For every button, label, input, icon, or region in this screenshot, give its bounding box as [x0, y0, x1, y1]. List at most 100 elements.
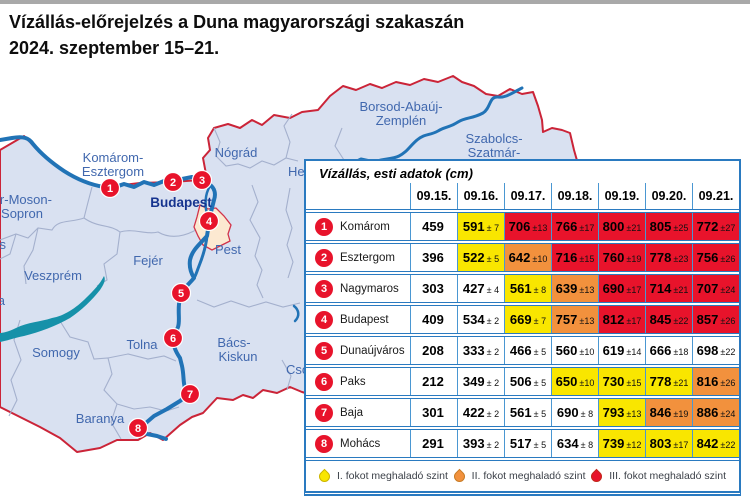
- date-header: 09.21.: [692, 183, 739, 209]
- water-level-value: 534: [462, 312, 485, 327]
- value-wrap: 816 ±26: [697, 374, 736, 389]
- water-level-value: 301: [422, 405, 444, 420]
- value-wrap: 886 ±24: [697, 405, 736, 420]
- water-level-value: 639: [555, 281, 578, 296]
- map-label: Zala: [0, 293, 6, 308]
- water-level-value: 409: [422, 312, 444, 327]
- table-row: 1 Komárom 459 591 ± 7 706 ±13 766 ±17 800 ±21 805 ±2…: [306, 209, 739, 240]
- uncertainty-value: ±21: [626, 223, 642, 233]
- value-wrap: 846 ±19: [650, 405, 689, 420]
- marker-circle: [179, 383, 201, 405]
- value-cell: 857 ±26: [692, 306, 739, 333]
- river-marker-3: 3: [191, 169, 213, 191]
- station-cell: 8 Mohács: [306, 430, 410, 457]
- value-wrap: 716 ±15: [556, 250, 595, 265]
- value-wrap: 778 ±21: [650, 374, 689, 389]
- water-level-value: 517: [509, 436, 532, 451]
- water-level-value: 772: [696, 219, 719, 234]
- table-row: 6 Paks 212 349 ± 2 506 ± 5 650 ±10 730 ±15 778 ±21 81…: [306, 364, 739, 395]
- water-level-value: 427: [462, 281, 485, 296]
- water-level-value: 642: [508, 250, 531, 265]
- value-wrap: 690 ± 8: [557, 405, 593, 420]
- droplet-icon: [316, 468, 333, 484]
- water-level-value: 706: [508, 219, 531, 234]
- legend-label: II. fokot meghaladó szint: [471, 470, 586, 482]
- water-level-value: 303: [422, 281, 444, 296]
- value-cell: 812 ±17: [598, 306, 645, 333]
- value-wrap: 845 ±22: [650, 312, 689, 327]
- marker-circle: [191, 169, 213, 191]
- value-wrap: 666 ±18: [650, 343, 689, 358]
- table-row: 4 Budapest 409 534 ± 2 669 ± 7 757 ±13 812 ±17 845 ±…: [306, 302, 739, 333]
- river-markers: 1 2 3 4 5 6 7 8: [99, 169, 220, 439]
- value-cell: 886 ±24: [692, 399, 739, 426]
- water-level-value: 739: [602, 436, 625, 451]
- water-level-value: 698: [696, 343, 719, 358]
- uncertainty-value: ± 2: [486, 409, 500, 419]
- top-strip: [0, 0, 750, 4]
- uncertainty-value: ±14: [626, 347, 642, 357]
- value-cell: 349 ± 2: [457, 368, 504, 395]
- tisza-river: [347, 86, 524, 167]
- station-name: Paks: [340, 375, 366, 388]
- table-header-row: 09.15. 09.16. 09.17. 09.18. 09.19. 09.20. 09.2…: [306, 183, 739, 209]
- value-wrap: 634 ± 8: [557, 436, 593, 451]
- uncertainty-value: ±10: [532, 254, 548, 264]
- danube-river: [0, 135, 217, 441]
- uncertainty-value: ±17: [579, 223, 595, 233]
- danube-island-branch: [192, 234, 209, 280]
- legend: I. fokot meghaladó szint II. fokot meghal…: [306, 457, 739, 491]
- station-name: Dunaújváros: [340, 344, 405, 357]
- station-cell: 4 Budapest: [306, 306, 410, 333]
- value-cell: 301: [410, 399, 457, 426]
- uncertainty-value: ± 5: [533, 409, 547, 419]
- water-level-value: 778: [649, 250, 672, 265]
- map-label: Tolna: [126, 337, 158, 352]
- water-level-value: 291: [422, 436, 444, 451]
- uncertainty-value: ± 2: [486, 378, 500, 388]
- value-cell: 650 ±10: [551, 368, 598, 395]
- value-cell: 517 ± 5: [504, 430, 551, 457]
- value-wrap: 690 ±17: [603, 281, 642, 296]
- value-wrap: 291: [422, 436, 446, 451]
- water-level-value: 816: [696, 374, 719, 389]
- map-label: Pest: [215, 242, 241, 257]
- page-title: Vízállás-előrejelzés a Duna magyarország…: [9, 12, 465, 32]
- uncertainty-value: ±22: [673, 316, 689, 326]
- station-name: Esztergom: [340, 251, 395, 264]
- marker-number: 8: [135, 423, 141, 435]
- value-cell: 333 ± 2: [457, 337, 504, 364]
- legend-label: I. fokot meghaladó szint: [337, 470, 448, 482]
- value-wrap: 560 ±10: [556, 343, 595, 358]
- value-wrap: 517 ± 5: [510, 436, 546, 451]
- value-wrap: 778 ±23: [650, 250, 689, 265]
- uncertainty-value: ±13: [626, 409, 642, 419]
- water-level-value: 212: [422, 374, 444, 389]
- value-wrap: 650 ±10: [556, 374, 595, 389]
- map-label: Szabolcs-: [465, 131, 522, 146]
- uncertainty-value: ±26: [720, 254, 736, 264]
- uncertainty-value: ±10: [579, 378, 595, 388]
- value-wrap: 793 ±13: [603, 405, 642, 420]
- uncertainty-value: ±26: [720, 316, 736, 326]
- value-cell: 459: [410, 213, 457, 240]
- river-marker-6: 6: [162, 327, 184, 349]
- value-cell: 208: [410, 337, 457, 364]
- table-body: 1 Komárom 459 591 ± 7 706 ±13 766 ±17 800 ±21 805 ±2…: [306, 209, 739, 457]
- value-wrap: 766 ±17: [556, 219, 595, 234]
- date-header: 09.15.: [410, 183, 457, 209]
- uncertainty-value: ±12: [626, 440, 642, 450]
- value-cell: 591 ± 7: [457, 213, 504, 240]
- small-river: [292, 304, 300, 323]
- map-label: Kiskun: [218, 349, 257, 364]
- value-cell: 766 ±17: [551, 213, 598, 240]
- map-label: Sopron: [1, 206, 43, 221]
- water-level-value: 886: [696, 405, 719, 420]
- water-level-value: 714: [649, 281, 672, 296]
- station-badge: 4: [315, 310, 333, 329]
- value-wrap: 669 ± 7: [510, 312, 546, 327]
- value-cell: 522 ± 5: [457, 244, 504, 271]
- value-wrap: 422 ± 2: [463, 405, 499, 420]
- uncertainty-value: ±24: [720, 409, 736, 419]
